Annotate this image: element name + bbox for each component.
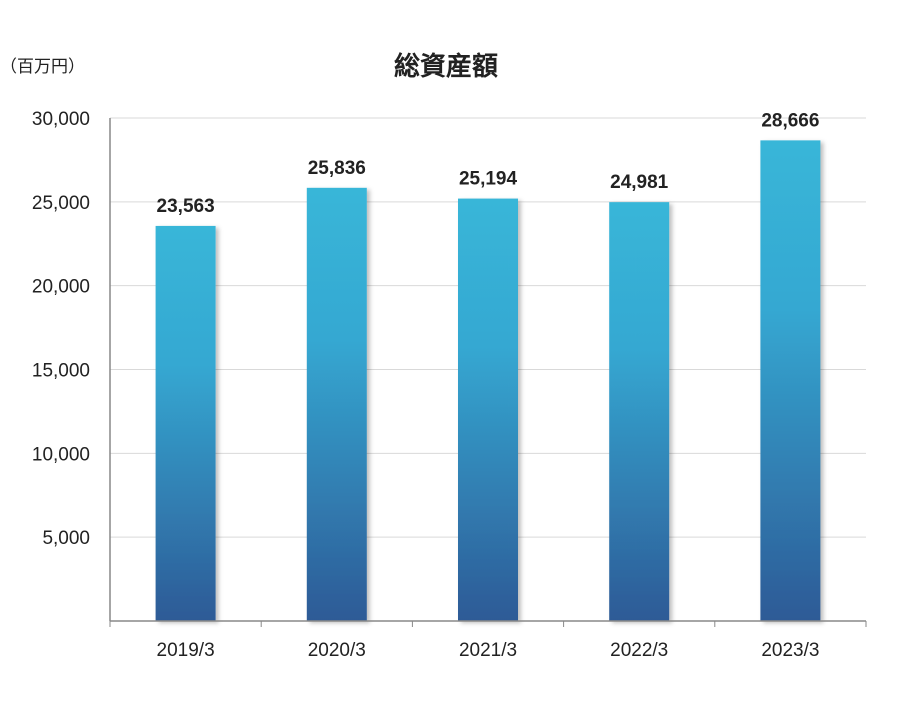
unit-label: （百万円） (0, 57, 85, 77)
bar (306, 187, 367, 621)
y-tick-label: 10,000 (32, 444, 90, 465)
bar-value-label: 28,666 (761, 110, 819, 131)
bar-value-label: 23,563 (157, 196, 215, 217)
bar-value-label: 25,836 (308, 158, 366, 179)
x-tick-label: 2020/3 (308, 640, 366, 661)
bar-value-label: 25,194 (459, 169, 518, 190)
bar (609, 202, 670, 621)
bars: 23,563 2019/3 25,836 2020/3 25,194 2021/3 24,9… (155, 110, 821, 661)
bar-value-label: 24,981 (610, 172, 669, 193)
x-axis (109, 118, 867, 627)
chart-title: 総資産額 (394, 51, 498, 82)
y-tick-label: 5,000 (42, 528, 90, 549)
bar (760, 140, 821, 621)
y-tick-label: 30,000 (32, 109, 90, 130)
y-tick-label: 20,000 (32, 277, 90, 298)
y-tick-label: 15,000 (32, 361, 90, 382)
x-tick-label: 2019/3 (157, 640, 215, 661)
y-tick-label: 25,000 (32, 193, 90, 214)
x-tick-label: 2021/3 (459, 640, 517, 661)
bar (458, 198, 518, 621)
bar (155, 225, 216, 621)
y-axis-ticks: 5,000 10,000 15,000 20,000 25,000 30,000 (32, 109, 90, 549)
x-tick-label: 2022/3 (610, 640, 668, 661)
x-tick-label: 2023/3 (761, 640, 819, 661)
